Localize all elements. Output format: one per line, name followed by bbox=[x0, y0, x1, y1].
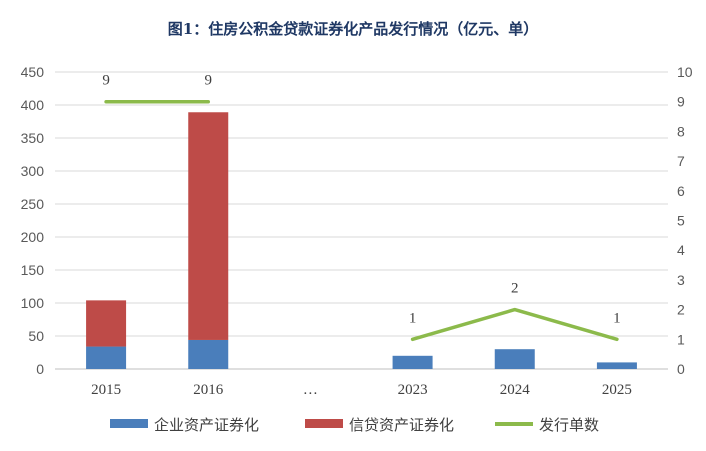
bar-信贷资产证券化 bbox=[188, 112, 229, 340]
x-tick-label: 2023 bbox=[398, 382, 428, 398]
bar-企业资产证券化 bbox=[188, 339, 229, 369]
left-tick-label: 400 bbox=[21, 97, 45, 113]
right-tick-label: 7 bbox=[677, 153, 685, 169]
right-axis: 0 1 2 3 4 5 6 7 8 9 10 bbox=[677, 64, 693, 377]
line-segment bbox=[410, 307, 619, 342]
legend-swatch bbox=[305, 419, 343, 428]
left-tick-label: 450 bbox=[21, 64, 45, 80]
legend-label: 发行单数 bbox=[539, 416, 599, 434]
bars bbox=[86, 112, 637, 369]
line-data-label: 2 bbox=[511, 281, 519, 297]
legend-label: 信贷资产证券化 bbox=[349, 416, 454, 434]
line-data-label: 9 bbox=[102, 73, 110, 89]
right-tick-label: 6 bbox=[677, 183, 685, 199]
right-tick-label: 1 bbox=[677, 331, 685, 347]
right-tick-label: 8 bbox=[677, 123, 685, 139]
left-tick-label: 300 bbox=[21, 163, 45, 179]
line-data-label: 9 bbox=[205, 73, 213, 89]
line-series: 9 9 1 2 1 bbox=[102, 73, 621, 342]
left-tick-label: 350 bbox=[21, 130, 45, 146]
x-tick-label: 2024 bbox=[500, 382, 531, 398]
x-tick-label: … bbox=[303, 382, 318, 398]
bar-企业资产证券化 bbox=[392, 355, 433, 369]
line-data-label: 1 bbox=[613, 310, 621, 326]
bar-企业资产证券化 bbox=[86, 346, 127, 369]
legend-label: 企业资产证券化 bbox=[154, 416, 259, 434]
right-tick-label: 9 bbox=[677, 94, 685, 110]
gridlines bbox=[55, 71, 668, 370]
line-data-label: 1 bbox=[409, 310, 417, 326]
x-tick-label: 2015 bbox=[91, 382, 121, 398]
legend: 企业资产证券化 信贷资产证券化 发行单数 bbox=[110, 416, 599, 434]
right-tick-label: 5 bbox=[677, 213, 685, 229]
chart-title: 图1：住房公积金贷款证券化产品发行情况（亿元、单） bbox=[167, 20, 539, 38]
bar-企业资产证券化 bbox=[596, 362, 637, 369]
left-tick-label: 150 bbox=[21, 262, 45, 278]
x-tick-label: 2025 bbox=[602, 382, 632, 398]
right-tick-label: 10 bbox=[677, 64, 693, 80]
right-tick-label: 3 bbox=[677, 272, 685, 288]
right-tick-label: 4 bbox=[677, 242, 685, 258]
x-axis: 2015 2016 … 2023 2024 2025 bbox=[91, 382, 632, 398]
x-tick-label: 2016 bbox=[193, 382, 224, 398]
legend-swatch bbox=[110, 419, 148, 428]
bar-企业资产证券化 bbox=[494, 349, 535, 369]
left-tick-label: 0 bbox=[36, 361, 44, 377]
left-tick-label: 50 bbox=[28, 328, 44, 344]
right-tick-label: 2 bbox=[677, 302, 685, 318]
bar-信贷资产证券化 bbox=[86, 300, 127, 347]
left-tick-label: 250 bbox=[21, 196, 45, 212]
right-tick-label: 0 bbox=[677, 361, 685, 377]
left-axis: 0 50 100 150 200 250 300 350 400 450 bbox=[21, 64, 45, 377]
left-tick-label: 200 bbox=[21, 229, 45, 245]
left-tick-label: 100 bbox=[21, 295, 45, 311]
